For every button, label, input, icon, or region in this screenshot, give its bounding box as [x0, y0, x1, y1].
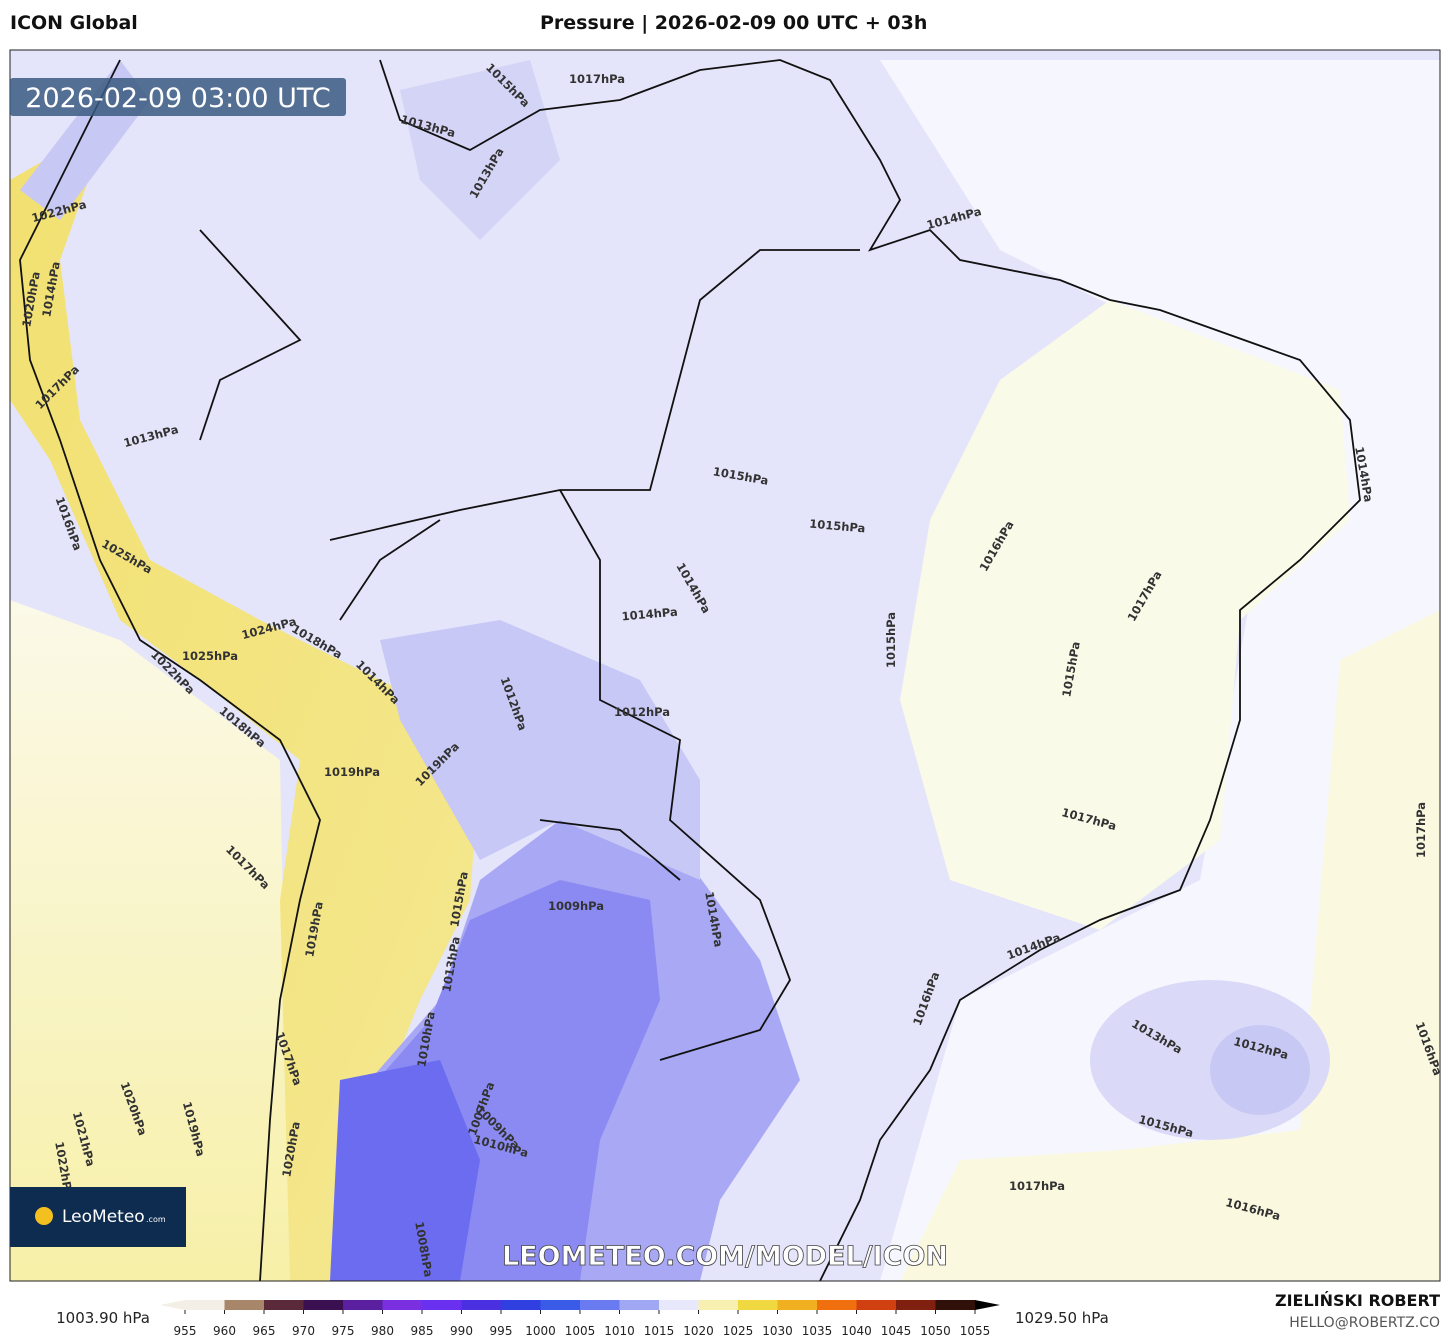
isobar-label: 1012hPa: [614, 705, 670, 719]
colorbar-label: 980: [371, 1324, 394, 1337]
colorbar-segment: [343, 1300, 383, 1310]
colorbar-segment: [817, 1300, 857, 1310]
isobar-label: 1014hPa: [621, 605, 678, 624]
timestamp-box: [10, 78, 346, 116]
colorbar-start: [160, 1300, 185, 1310]
colorbar-label: 1050: [920, 1324, 951, 1337]
colorbar-segment: [935, 1300, 976, 1310]
colorbar-segment: [422, 1300, 462, 1310]
colorbar-label: 1025: [723, 1324, 754, 1337]
colorbar-segment: [777, 1300, 818, 1310]
colorbar-label: 1015: [644, 1324, 675, 1337]
map-frame: [9, 49, 1441, 1282]
colorbar-label: 1005: [565, 1324, 596, 1337]
coastlines: [19, 59, 1361, 1281]
colorbar-label: 1040: [841, 1324, 872, 1337]
legend-min: 1003.90 hPa: [56, 1309, 150, 1327]
logo-name: LeoMeteo: [62, 1207, 145, 1227]
colorbar-label: 1020: [683, 1324, 714, 1337]
colorbar-segment: [738, 1300, 778, 1310]
isobar-label: 1017hPa: [569, 72, 625, 86]
colorbar-segment: [224, 1300, 265, 1310]
logo-suffix: .com: [146, 1215, 166, 1224]
map-title: Pressure | 2026-02-09 00 UTC + 03h: [540, 12, 928, 34]
colorbar-segment: [580, 1300, 620, 1310]
colorbar-label: 965: [253, 1324, 276, 1337]
colorbar-segment: [382, 1300, 423, 1310]
colorbar-label: 995: [490, 1324, 513, 1337]
colorbar-label: 1055: [960, 1324, 991, 1337]
colorbar-segment: [501, 1300, 541, 1310]
colorbar-segment: [461, 1300, 502, 1310]
colorbar-label: 955: [174, 1324, 197, 1337]
isobar-label: 1015hPa: [809, 517, 866, 536]
legend-max: 1029.50 hPa: [1015, 1309, 1109, 1327]
watermark: LEOMETEO.COM/MODEL/ICON: [502, 1241, 948, 1272]
colorbar-end: [975, 1300, 1000, 1310]
colorbar-segment: [303, 1300, 344, 1310]
colorbar-label: 1035: [802, 1324, 833, 1337]
isobar-label: 1009hPa: [548, 899, 604, 913]
isobar-label: 1025hPa: [182, 649, 238, 663]
isobar-label: 1017hPa: [1009, 1179, 1065, 1193]
colorbar-label: 960: [213, 1324, 236, 1337]
colorbar-label: 975: [332, 1324, 355, 1337]
colorbar-segment: [185, 1300, 225, 1310]
contact: HELLO@ROBERTZ.CO: [1289, 1315, 1440, 1331]
colorbar-label: 1010: [604, 1324, 635, 1337]
colorbar-segment: [659, 1300, 699, 1310]
isobar-label: 1017hPa: [1414, 802, 1428, 858]
colorbar-segment: [698, 1300, 739, 1310]
logo-sun: [35, 1207, 53, 1225]
colorbar-segment: [264, 1300, 304, 1310]
colorbar-segment: [619, 1300, 660, 1310]
isobar-label: 1019hPa: [324, 765, 380, 779]
colorbar-label: 970: [292, 1324, 315, 1337]
colorbar: 955 960 965 970 975 980 985 990 995 1000 1005 1010 1…: [160, 1300, 1000, 1337]
colorbar-label: 1000: [525, 1324, 556, 1337]
author: ZIELIŃSKI ROBERT: [1275, 1291, 1440, 1310]
isobar-label: 1015hPa: [884, 612, 898, 668]
colorbar-label: 990: [450, 1324, 473, 1337]
map-background: [10, 50, 1440, 1281]
colorbar-segment: [856, 1300, 897, 1310]
timestamp: 2026-02-09 03:00 UTC: [25, 83, 330, 114]
colorbar-label: 1030: [762, 1324, 793, 1337]
colorbar-segment: [540, 1300, 581, 1310]
colorbar-label: 1045: [881, 1324, 912, 1337]
colorbar-segment: [896, 1300, 936, 1310]
colorbar-label: 985: [411, 1324, 434, 1337]
model-name: ICON Global: [10, 12, 138, 34]
